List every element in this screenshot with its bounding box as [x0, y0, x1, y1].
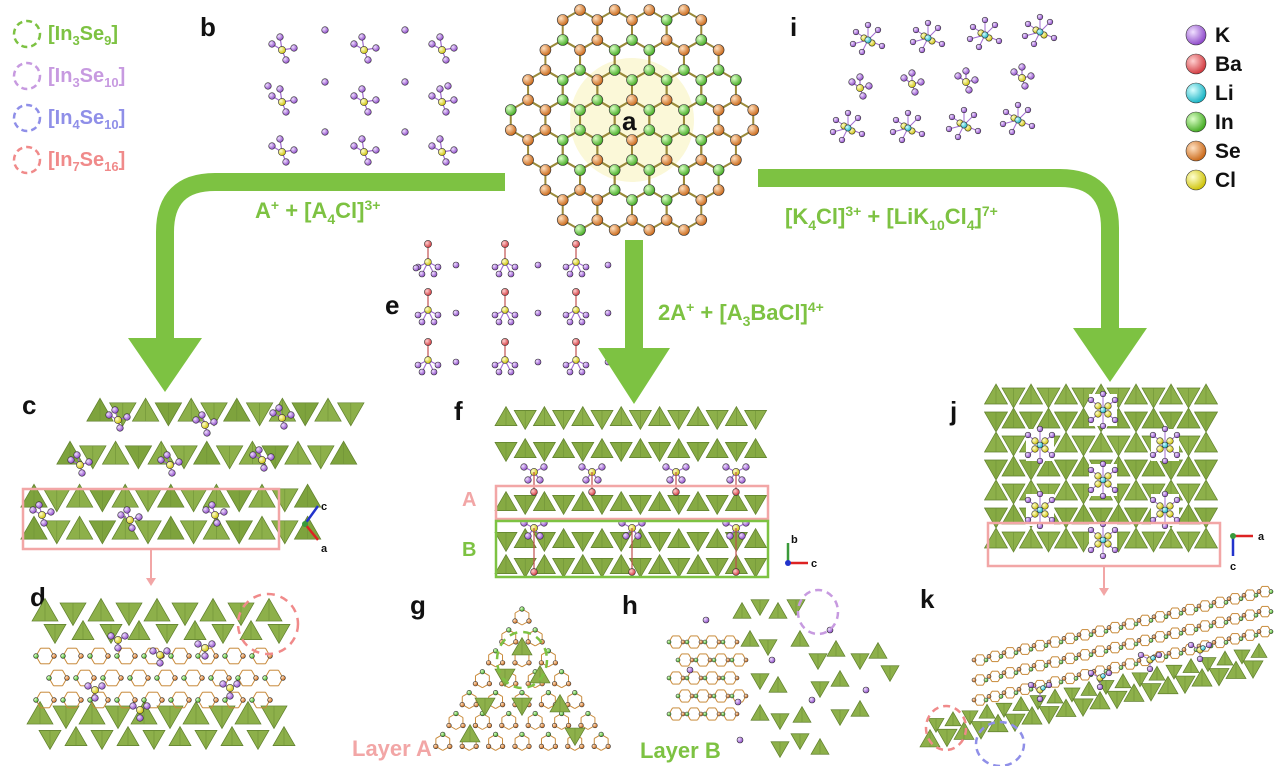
- panel-f-layer-b-box: [494, 519, 770, 579]
- svg-text:c: c: [811, 558, 817, 570]
- middle-arrow: [598, 240, 670, 404]
- cluster-legend-item: [In3Se10]: [12, 61, 125, 91]
- svg-text:c: c: [321, 501, 327, 513]
- panel-letter-f: f: [454, 396, 463, 426]
- panel-f-layer-a-box: [494, 484, 770, 521]
- panel-letter-i: i: [790, 12, 797, 42]
- panel-d-layer: [26, 597, 296, 751]
- layer-a-label: Layer A: [352, 736, 432, 761]
- element-legend-label: Cl: [1215, 169, 1236, 192]
- panel-g-layer-a: [433, 606, 611, 751]
- element-legend-item: Li: [1185, 82, 1234, 105]
- panel-k-layer: [919, 585, 1274, 748]
- left-arrow: [128, 173, 505, 392]
- element-legend-item: Ba: [1185, 53, 1242, 76]
- right-arrow: [758, 169, 1147, 382]
- element-legend: K Ba Li In Se Cl: [1185, 24, 1242, 192]
- reaction-left: A+ + [A4Cl]3+: [255, 197, 380, 227]
- svg-text:a: a: [321, 543, 328, 555]
- panel-j-axes: a c: [1230, 531, 1265, 573]
- element-legend-item: Se: [1185, 140, 1241, 163]
- element-legend-item: Cl: [1185, 169, 1236, 192]
- element-legend-item: In: [1185, 111, 1234, 134]
- layer-b-tag: B: [462, 539, 476, 561]
- cluster-legend-label: [In4Se10]: [48, 107, 125, 132]
- panel-h-cluster-ring: [796, 588, 840, 636]
- cluster-legend-label: [In7Se16]: [48, 149, 125, 174]
- cluster-legend-label: [In3Se10]: [48, 65, 125, 90]
- layer-b-label: Layer B: [640, 738, 721, 763]
- element-legend-item: K: [1185, 24, 1230, 47]
- cluster-legend-label: [In3Se9]: [48, 23, 118, 48]
- panel-j-structure: [983, 383, 1219, 560]
- panel-f-structure: [494, 405, 768, 579]
- element-legend-label: K: [1215, 24, 1230, 47]
- panel-letter-c: c: [22, 390, 36, 420]
- panel-d-cluster-ring: [236, 592, 300, 656]
- cluster-legend-item: [In7Se16]: [12, 145, 125, 175]
- panel-a-honeycomb: [504, 4, 760, 236]
- reaction-middle: 2A+ + [A3BaCl]4+: [658, 299, 824, 329]
- panel-k-cluster-ring-blue: [974, 720, 1026, 766]
- panel-i-molecules: [829, 13, 1058, 144]
- panel-c-axes: c a: [302, 501, 328, 555]
- panel-letter-g: g: [410, 590, 426, 620]
- svg-text:c: c: [1230, 561, 1236, 573]
- panel-letter-b: b: [200, 12, 216, 42]
- panel-h-layer-b: [666, 599, 900, 759]
- panel-letter-j: j: [949, 396, 957, 426]
- cluster-legend: [In3Se9] [In3Se10] [In4Se10] [In7Se16]: [12, 19, 125, 175]
- panel-letter-a: a: [622, 106, 637, 136]
- panel-b-molecules: [264, 26, 458, 166]
- element-legend-label: Se: [1215, 140, 1241, 163]
- element-legend-label: Li: [1215, 82, 1234, 105]
- panel-letter-k: k: [920, 584, 935, 614]
- cluster-legend-item: [In3Se9]: [12, 19, 118, 49]
- reaction-right: [K4Cl]3+ + [LiK10Cl4]7+: [785, 203, 998, 233]
- element-legend-label: Ba: [1215, 53, 1242, 76]
- cluster-legend-item: [In4Se10]: [12, 103, 125, 133]
- layer-a-tag: A: [462, 489, 476, 511]
- element-legend-label: In: [1215, 111, 1234, 134]
- panel-e-molecules: [412, 240, 612, 376]
- panel-k-cluster-ring-pink: [924, 704, 968, 752]
- svg-text:a: a: [1258, 531, 1265, 543]
- panel-letter-h: h: [622, 590, 638, 620]
- panel-g-cluster-ring: [495, 630, 549, 690]
- panel-letter-e: e: [385, 290, 399, 320]
- panel-c-structure: [20, 397, 365, 545]
- svg-text:b: b: [791, 534, 798, 546]
- panel-f-axes: b c: [785, 534, 817, 570]
